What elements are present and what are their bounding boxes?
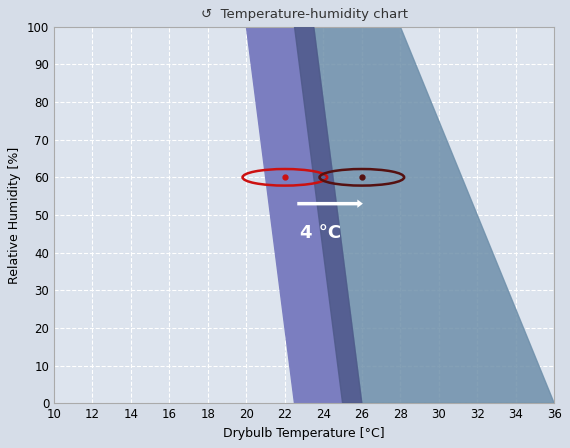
Title: ↺  Temperature-humidity chart: ↺ Temperature-humidity chart xyxy=(201,9,408,22)
Polygon shape xyxy=(295,27,362,403)
Polygon shape xyxy=(246,27,362,403)
Y-axis label: Relative Humidity [%]: Relative Humidity [%] xyxy=(9,146,21,284)
Polygon shape xyxy=(314,27,554,403)
Text: 4 °C: 4 °C xyxy=(300,224,341,241)
X-axis label: Drybulb Temperature [°C]: Drybulb Temperature [°C] xyxy=(223,426,385,439)
